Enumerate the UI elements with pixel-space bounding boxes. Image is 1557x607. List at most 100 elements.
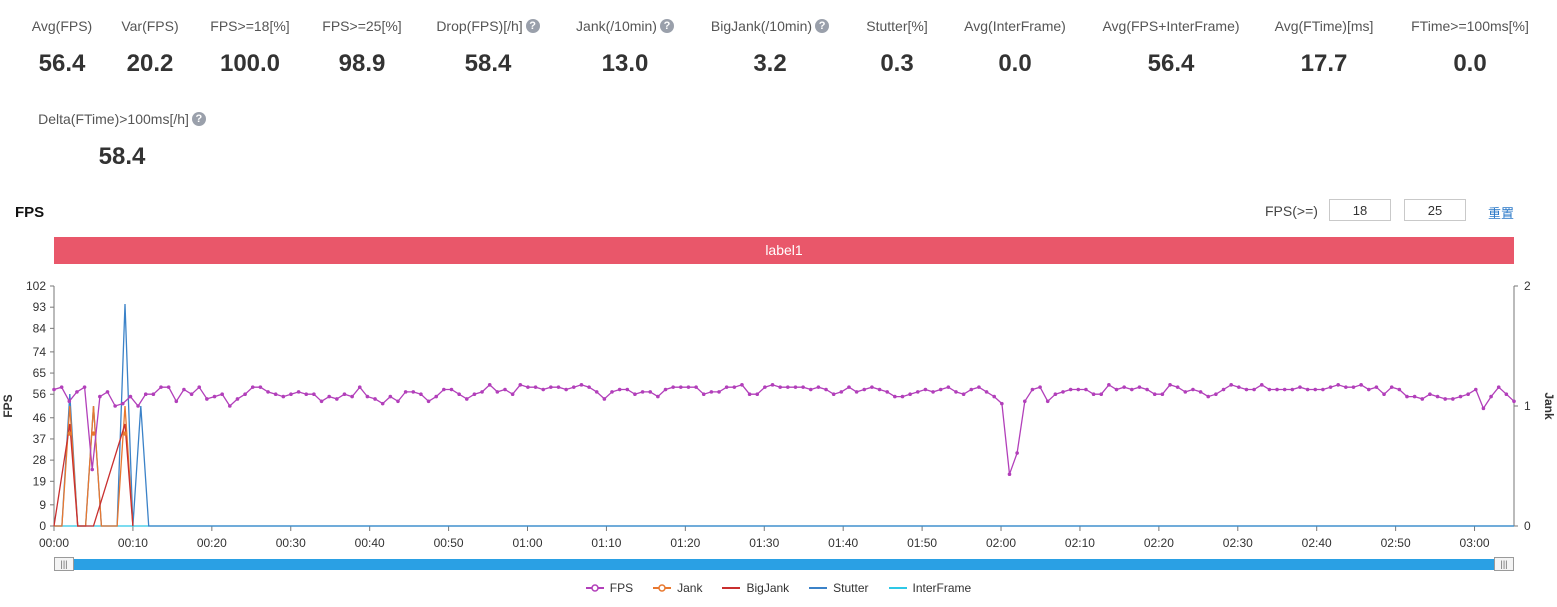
fps-point — [839, 390, 844, 394]
metric-8: Avg(InterFrame) 0.0 — [925, 18, 1105, 78]
fps-point — [1076, 387, 1081, 392]
help-icon[interactable]: ? — [659, 19, 674, 33]
fps-point — [663, 387, 668, 392]
fps-point — [885, 390, 889, 394]
y-tick-label: 37 — [33, 432, 47, 446]
fps-point — [908, 392, 912, 397]
metric-label: Avg(FPS+InterFrame) — [1081, 18, 1261, 34]
x-tick-label: 02:50 — [1381, 536, 1411, 550]
fps-point — [1038, 385, 1042, 389]
fps-point — [954, 390, 958, 394]
fps-point — [587, 385, 591, 389]
fps-point — [824, 387, 828, 392]
fps-point — [419, 392, 423, 397]
fps-point — [1489, 394, 1493, 399]
metric-label-text: Var(FPS) — [121, 18, 179, 34]
metric-4: Drop(FPS)[/h]? 58.4 — [398, 18, 578, 78]
help-icon[interactable]: ? — [525, 19, 540, 33]
metric-label: Var(FPS) — [60, 18, 240, 34]
metric-value: 3.2 — [753, 50, 787, 77]
fps-point — [1221, 387, 1226, 392]
fps-point — [1259, 383, 1264, 387]
x-tick-label: 01:50 — [907, 536, 937, 550]
y-tick-label: 19 — [33, 474, 47, 488]
slider-track[interactable] — [64, 559, 1504, 570]
metric-label-text: Jank(/10min) — [576, 18, 657, 34]
fps-point — [686, 385, 691, 389]
fps-point — [472, 392, 477, 397]
fps-point — [984, 390, 989, 394]
metric-label: FPS>=18[%] — [160, 18, 340, 34]
fps-point — [1458, 394, 1463, 399]
fps-point — [250, 385, 255, 389]
time-range-slider[interactable]: ||| ||| — [54, 557, 1514, 571]
fps-point — [143, 392, 148, 397]
fps-point — [1275, 387, 1279, 392]
help-icon[interactable]: ? — [191, 112, 206, 126]
fps-point — [625, 387, 630, 392]
x-tick-label: 02:40 — [1302, 536, 1332, 550]
legend-item-fps[interactable]: FPS — [585, 581, 634, 595]
fps-point — [105, 390, 110, 394]
fps-point — [518, 383, 523, 387]
fps-point — [1397, 387, 1402, 392]
fps-point — [1053, 392, 1058, 397]
fps-point — [1252, 387, 1256, 392]
legend-swatch-icon — [888, 587, 907, 589]
fps-point — [1313, 387, 1318, 392]
fps-point — [1359, 383, 1363, 387]
fps-point — [1473, 387, 1478, 392]
fps-point — [388, 394, 393, 399]
fps-point — [189, 392, 194, 397]
legend-label: FPS — [609, 581, 634, 595]
fps-point — [1237, 385, 1241, 389]
fps-point — [1282, 387, 1287, 392]
fps-point — [533, 385, 538, 389]
fps-point — [1030, 387, 1035, 392]
fps-point — [182, 387, 186, 392]
metric-5: Jank(/10min)? 13.0 — [535, 18, 715, 78]
metric-value: 98.9 — [338, 50, 386, 77]
fps-threshold-high-input[interactable] — [1404, 199, 1466, 221]
fps-threshold-low-input[interactable] — [1329, 199, 1391, 221]
fps-point — [671, 385, 675, 389]
fps-point — [931, 390, 935, 394]
fps-point — [717, 390, 721, 394]
fps-point — [1168, 383, 1172, 387]
metric-label: Stutter[%] — [807, 18, 987, 34]
fps-point — [136, 404, 140, 408]
legend-label: InterFrame — [912, 581, 972, 595]
fps-point — [770, 383, 775, 387]
legend-item-jank[interactable]: Jank — [653, 581, 702, 595]
fps-point — [319, 399, 324, 404]
label-bar[interactable]: label1 — [54, 237, 1514, 264]
fps-point — [854, 390, 859, 394]
fps-point — [549, 385, 553, 389]
fps-point — [740, 383, 744, 387]
fps-point — [763, 385, 767, 389]
fps-point — [808, 387, 813, 392]
fps-point — [1298, 385, 1302, 389]
slider-right-handle[interactable]: ||| — [1494, 557, 1514, 571]
stutter-line — [54, 303, 1514, 527]
fps-chart[interactable]: 102 93 84 74 65 56 46 37 28 19 9 0 2 1 0 FPS Jank 00:00 00… — [0, 270, 1557, 555]
metric-value: 56.4 — [38, 50, 86, 77]
fps-point — [1336, 383, 1340, 387]
metric-label-text: Avg(FPS) — [31, 18, 93, 34]
fps-point — [732, 385, 737, 389]
legend-item-stutter[interactable]: Stutter — [809, 581, 869, 595]
fps-point — [1321, 387, 1325, 392]
x-tick-label: 00:50 — [434, 536, 464, 550]
fps-point — [228, 404, 232, 408]
fps-point — [778, 385, 782, 389]
fps-point — [579, 383, 584, 387]
legend-item-interframe[interactable]: InterFrame — [888, 581, 972, 595]
metric-label: FTime>=100ms[%] — [1380, 18, 1557, 34]
fps-point — [617, 387, 622, 392]
help-icon[interactable]: ? — [815, 19, 830, 33]
slider-left-handle[interactable]: ||| — [54, 557, 74, 571]
reset-link[interactable]: 重置 — [1488, 206, 1515, 221]
legend-swatch-icon — [722, 587, 741, 589]
legend-item-bigjank[interactable]: BigJank — [722, 581, 789, 595]
x-tick-label: 02:20 — [1144, 536, 1174, 550]
